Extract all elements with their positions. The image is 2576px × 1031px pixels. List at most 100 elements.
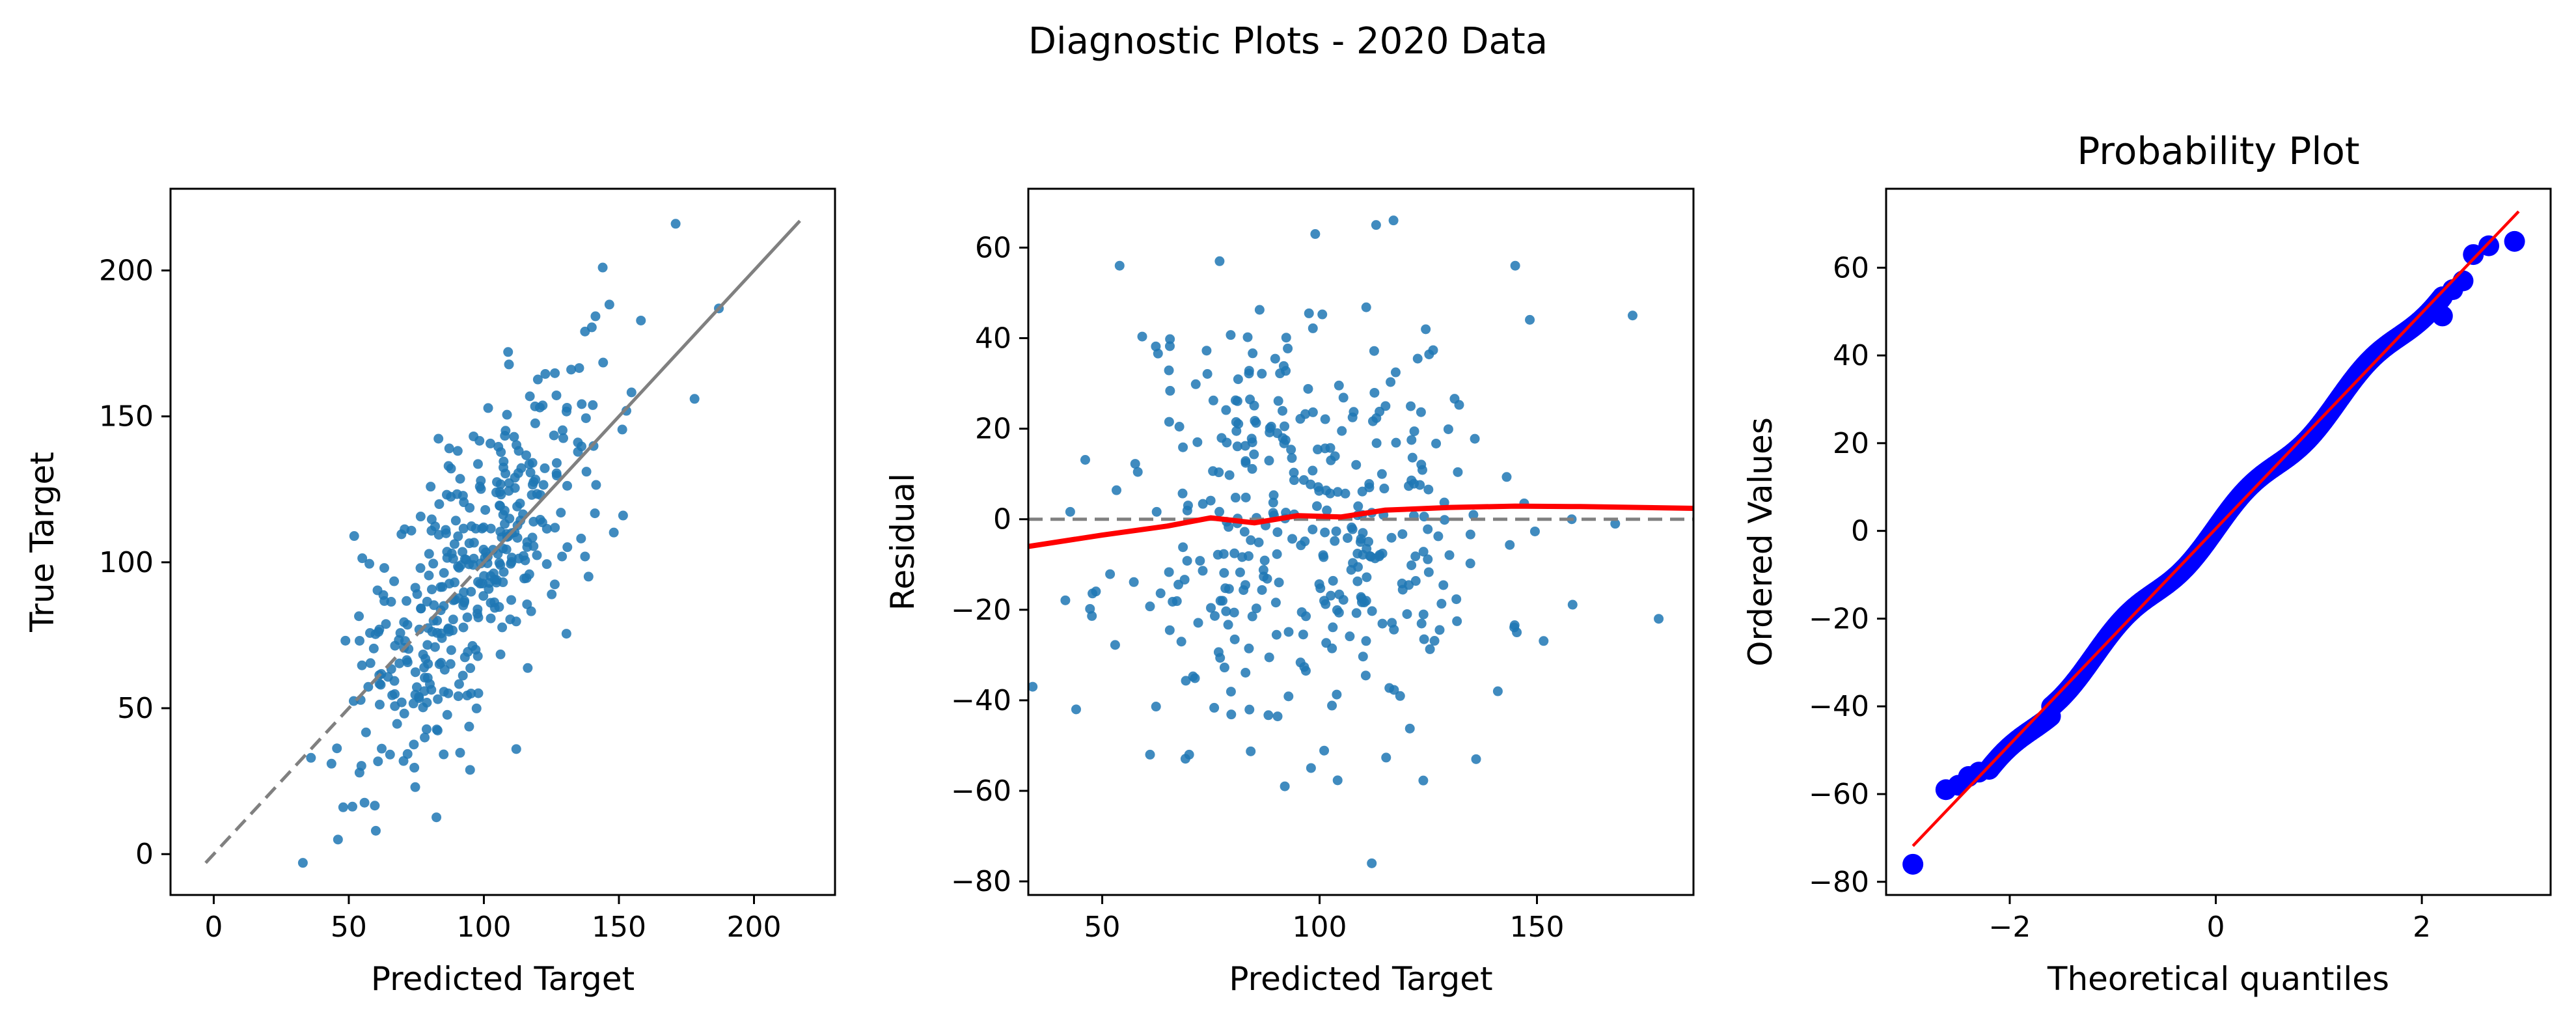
scatter-point <box>1356 594 1367 604</box>
scatter-point <box>1278 361 1289 371</box>
scatter-point <box>424 679 435 689</box>
scatter-point <box>454 593 464 603</box>
scatter-point <box>464 721 474 732</box>
scatter-point <box>500 426 511 436</box>
scatter-point <box>1273 396 1283 406</box>
scatter-point <box>424 570 434 581</box>
scatter-point <box>437 633 447 643</box>
scatter-point <box>1320 527 1330 538</box>
y-tick-label: −20 <box>1809 602 1869 635</box>
scatter-point <box>1296 540 1306 551</box>
scatter-point <box>1298 629 1308 640</box>
scatter-point <box>466 521 476 532</box>
scatter-point <box>493 441 504 452</box>
scatter-point <box>340 635 351 646</box>
scatter-point <box>338 802 348 812</box>
scatter-point <box>1201 346 1212 356</box>
scatter-point <box>1381 752 1391 763</box>
scatter-point <box>1328 575 1338 586</box>
scatter-point <box>1610 519 1621 529</box>
scatter-point <box>586 322 597 333</box>
scatter-point <box>473 459 483 469</box>
scatter-point <box>448 553 458 564</box>
scatter-point <box>1377 618 1388 629</box>
scatter-point <box>581 413 591 423</box>
scatter-point <box>432 724 442 735</box>
scatter-point <box>502 409 512 420</box>
scatter-point <box>1205 495 1216 506</box>
scatter-point <box>1429 636 1440 646</box>
scatter-point <box>1247 437 1257 448</box>
scatter-point <box>1330 536 1340 546</box>
scatter-point <box>420 732 430 743</box>
scatter-point <box>1424 349 1434 359</box>
scatter-point <box>1358 652 1368 662</box>
scatter-point <box>1233 419 1244 429</box>
scatter-point <box>1331 526 1341 536</box>
scatter-point <box>1406 560 1417 570</box>
scatter-point <box>1233 374 1243 385</box>
plot-marks <box>1902 210 2525 875</box>
scatter-point <box>415 563 426 573</box>
scatter-point <box>1410 576 1421 586</box>
scatter-point <box>1351 460 1362 470</box>
scatter-point <box>1327 700 1337 711</box>
scatter-point <box>1419 634 1429 644</box>
scatter-point <box>1214 467 1224 478</box>
scatter-point <box>424 549 434 559</box>
scatter-point <box>326 758 336 769</box>
scatter-point <box>432 812 442 823</box>
y-tick-label: −80 <box>951 865 1011 898</box>
scatter-point <box>467 640 478 651</box>
scatter-point <box>354 635 364 646</box>
scatter-point <box>386 597 396 607</box>
scatter-point <box>1214 506 1225 517</box>
scatter-point <box>439 568 449 578</box>
scatter-point <box>1525 314 1535 325</box>
scatter-point <box>1264 652 1274 663</box>
scatter-point <box>1221 606 1231 616</box>
scatter-point <box>348 801 358 812</box>
scatter-point <box>1352 549 1363 559</box>
scatter-point <box>373 627 383 637</box>
scatter-point <box>1263 710 1274 721</box>
scatter-point <box>1268 490 1279 501</box>
scatter-point <box>1347 412 1358 422</box>
scatter-point <box>1145 749 1155 760</box>
scatter-point <box>1509 620 1520 631</box>
x-axis-label: Predicted Target <box>1229 960 1492 998</box>
scatter-point <box>1060 595 1071 605</box>
scatter-point <box>373 756 383 767</box>
scatter-point <box>1270 353 1280 364</box>
scatter-point <box>433 433 444 444</box>
scatter-point <box>1313 445 1323 455</box>
scatter-point <box>476 484 486 494</box>
scatter-point <box>1237 552 1248 562</box>
scatter-point <box>1210 611 1220 621</box>
scatter-point <box>1510 260 1520 271</box>
scatter-point <box>604 299 614 310</box>
scatter-point <box>427 584 437 595</box>
scatter-point <box>471 703 482 713</box>
scatter-point <box>1193 618 1203 628</box>
scatter-point <box>556 508 566 518</box>
scatter-point <box>1423 567 1434 577</box>
scatter-point <box>1188 671 1198 681</box>
scatter-point <box>402 620 413 630</box>
scatter-point <box>1418 547 1429 557</box>
scatter-point <box>415 512 426 522</box>
scatter-point <box>1178 542 1188 553</box>
scatter-point <box>1328 622 1338 633</box>
scatter-point <box>506 558 516 569</box>
scatter-point <box>332 743 342 754</box>
scatter-point <box>1181 676 1191 686</box>
scatter-point <box>354 767 364 778</box>
scatter-point <box>1320 414 1330 424</box>
scatter-point <box>1240 492 1251 502</box>
scatter-point <box>394 658 405 668</box>
axes-frame <box>1885 187 2552 896</box>
scatter-point <box>453 691 463 702</box>
scatter-point <box>577 441 587 452</box>
scatter-point <box>1272 527 1283 538</box>
scatter-point <box>1360 670 1371 681</box>
